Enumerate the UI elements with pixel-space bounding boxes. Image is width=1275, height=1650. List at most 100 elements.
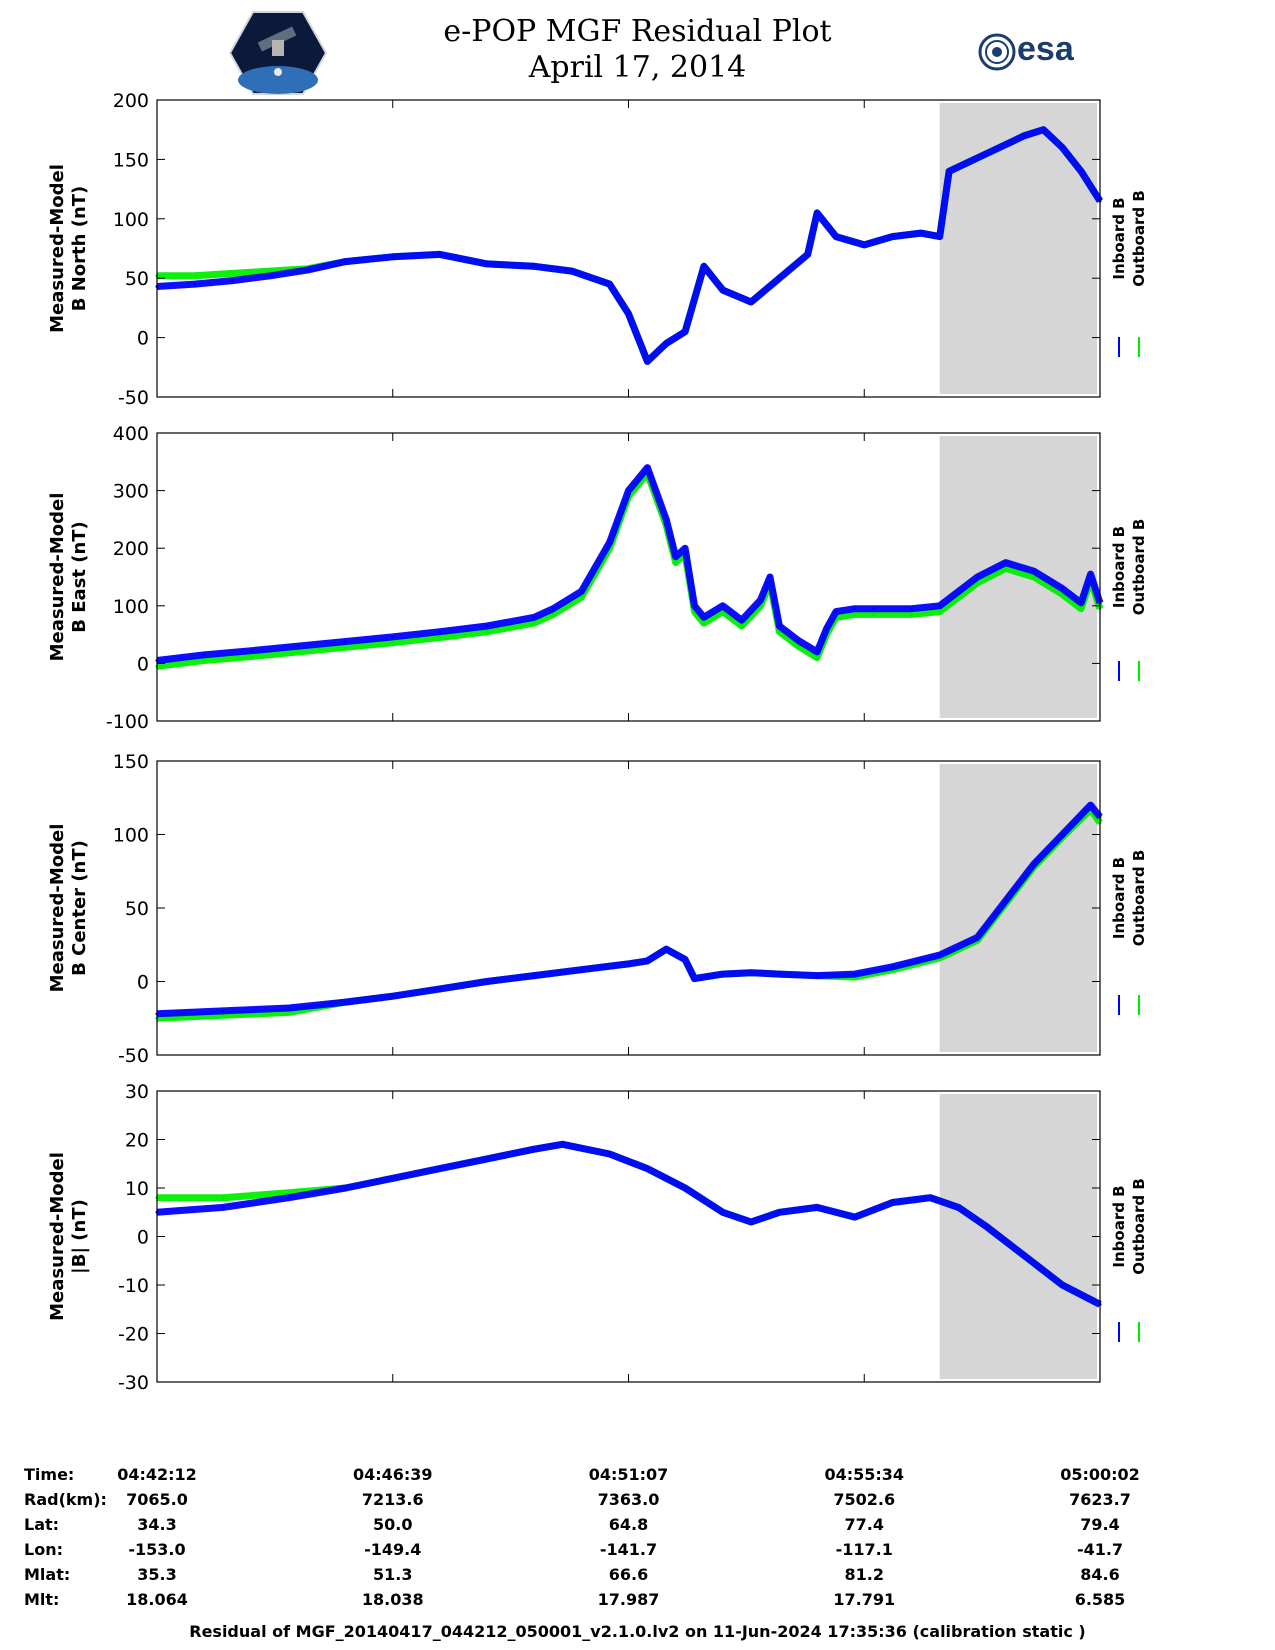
inboard-series-line-point bbox=[1079, 169, 1083, 173]
y-axis-label-line: Measured-Model bbox=[47, 824, 68, 993]
inboard-series-line-point bbox=[891, 235, 895, 239]
inboard-series-line bbox=[156, 126, 1103, 365]
y-axis-label-line: B Center (nT) bbox=[69, 840, 90, 976]
y-tick-label: 50 bbox=[125, 898, 149, 920]
inboard-series-line-point bbox=[1032, 862, 1036, 866]
inboard-series-line-point bbox=[928, 1196, 932, 1200]
outboard-series-line-point bbox=[1079, 607, 1083, 611]
inboard-series-line-point bbox=[202, 653, 206, 657]
inboard-series-line-point bbox=[853, 607, 857, 611]
inboard-series-line-point bbox=[1089, 803, 1093, 807]
inboard-series-line-point bbox=[815, 1205, 819, 1209]
outboard-series-line-point bbox=[740, 624, 744, 628]
outboard-series-line-point bbox=[438, 635, 442, 639]
outboard-series-line-point bbox=[344, 645, 348, 649]
outboard-series-line-point bbox=[532, 621, 536, 625]
outboard-series-line-point bbox=[1060, 592, 1064, 596]
inboard-series-line-point bbox=[664, 947, 668, 951]
footer-cell-lat: 77.4 bbox=[844, 1515, 884, 1534]
inboard-series-line-point bbox=[683, 330, 687, 334]
inboard-series-line-point bbox=[249, 649, 253, 653]
y-tick-label: 100 bbox=[113, 825, 149, 847]
legend-labels: Inboard B Outboard B bbox=[1110, 850, 1148, 947]
inboard-series-line-point bbox=[834, 235, 838, 239]
inboard-series-line-point bbox=[221, 1205, 225, 1209]
inboard-series-line-point bbox=[872, 607, 876, 611]
legend-inboard-label: Inboard B bbox=[1110, 1185, 1128, 1267]
outboard-series-line-point bbox=[221, 1013, 225, 1017]
inboard-series-line-point bbox=[627, 489, 630, 493]
footer-cell-time: 04:46:39 bbox=[352, 1465, 433, 1484]
inboard-series-line-point bbox=[891, 965, 895, 969]
footer-cell-mlat: 66.6 bbox=[608, 1565, 649, 1584]
page-title: e-POP MGF Residual Plot bbox=[443, 14, 832, 49]
inboard-series-line-point bbox=[344, 260, 348, 264]
legend-labels: Inboard B Outboard B bbox=[1110, 1178, 1148, 1275]
footer-cell-lat: 64.8 bbox=[608, 1515, 649, 1534]
y-axis-label-line: B North (nT) bbox=[69, 186, 90, 312]
esa-emblem-icon bbox=[978, 33, 1016, 71]
title-block: e-POP MGF Residual Plot April 17, 2014 bbox=[0, 14, 1275, 86]
inboard-series-line-point bbox=[438, 987, 442, 991]
y-tick-label: -50 bbox=[118, 387, 149, 409]
inboard-series-line-point bbox=[938, 953, 942, 957]
inboard-series-line-point bbox=[645, 359, 649, 363]
outboard-series-line-point bbox=[1004, 566, 1008, 570]
inboard-series-line-point bbox=[287, 1006, 291, 1010]
inboard-series-line-point bbox=[777, 972, 781, 976]
inboard-series-line-point bbox=[1032, 569, 1036, 573]
inboard-series-line-point bbox=[1060, 1283, 1064, 1287]
inboard-series-line-point bbox=[693, 604, 697, 608]
orbit-info-table: Time: Rad(km): Lat: Lon: Mlat: Mlt: 04:42:12 70… bbox=[0, 1465, 1275, 1615]
legend-inboard-label: Inboard B bbox=[1110, 526, 1128, 608]
footer-cell-lat: 34.3 bbox=[137, 1515, 177, 1534]
y-tick-label: 400 bbox=[113, 423, 149, 445]
legend-inboard-label: Inboard B bbox=[1110, 197, 1128, 279]
inboard-series-line-point bbox=[391, 255, 395, 259]
inboard-series-line-point bbox=[777, 276, 781, 280]
inboard-series-line-point bbox=[306, 268, 310, 272]
inboard-series-line-point bbox=[721, 288, 725, 292]
footer-cell-time: 04:42:12 bbox=[117, 1465, 197, 1484]
legend-inboard-label: Inboard B bbox=[1110, 857, 1128, 939]
inboard-series-line-point bbox=[287, 1196, 291, 1200]
inboard-series-line-point bbox=[1023, 1254, 1027, 1258]
inboard-series-line-point bbox=[608, 540, 612, 544]
footer-cell-lon: -41.7 bbox=[1076, 1540, 1124, 1559]
inboard-series-line-point bbox=[985, 1225, 989, 1229]
inboard-series-line-point bbox=[985, 151, 989, 155]
inboard-series-line-point bbox=[740, 618, 744, 622]
outboard-series-line-point bbox=[202, 659, 206, 663]
inboard-series-line-point bbox=[975, 575, 979, 579]
inboard-series-line-point bbox=[230, 279, 234, 283]
inboard-series-line-point bbox=[485, 262, 489, 266]
inboard-series-line-point bbox=[532, 264, 536, 268]
inboard-series-line-point bbox=[438, 630, 442, 634]
outboard-series-line-point bbox=[230, 271, 234, 275]
outboard-series-line-point bbox=[909, 612, 913, 616]
inboard-series-line-point bbox=[645, 466, 649, 470]
outboard-series-line-point bbox=[674, 561, 678, 565]
shaded-region bbox=[939, 1094, 1097, 1379]
inboard-series-line-point bbox=[759, 598, 763, 602]
outboard-series-line-point bbox=[485, 630, 489, 634]
y-tick-label: -10 bbox=[118, 1275, 149, 1297]
footer-cell-mlt: 18.038 bbox=[361, 1590, 424, 1609]
y-tick-label: 0 bbox=[137, 328, 149, 350]
outboard-series-line-point bbox=[777, 630, 781, 634]
inboard-series-line-point bbox=[825, 627, 829, 631]
footer-cell-time: 04:51:07 bbox=[588, 1465, 669, 1484]
inboard-series-line-point bbox=[438, 252, 442, 256]
inboard-series-line-point bbox=[909, 607, 913, 611]
inboard-series-line-point bbox=[749, 1220, 753, 1224]
panel-2: -100 0 100 200 300 400 Measured-ModelB East (n… bbox=[47, 423, 1148, 733]
inboard-series-line-point bbox=[438, 1167, 442, 1171]
footer-cell-lon: -153.0 bbox=[128, 1540, 186, 1559]
panel-3: -50 0 50 100 150 Measured-ModelB Center (nT) I… bbox=[47, 751, 1148, 1067]
panel-4: -30 -20 -10 0 10 20 30 Measured-Model|B| (nT) In… bbox=[47, 1081, 1148, 1394]
y-tick-label: 30 bbox=[125, 1081, 149, 1103]
inboard-series-line-point bbox=[579, 589, 583, 593]
esa-logo: esa bbox=[975, 30, 1095, 74]
inboard-series-line-point bbox=[862, 243, 866, 247]
footer-cell-rad: 7213.6 bbox=[361, 1490, 424, 1509]
